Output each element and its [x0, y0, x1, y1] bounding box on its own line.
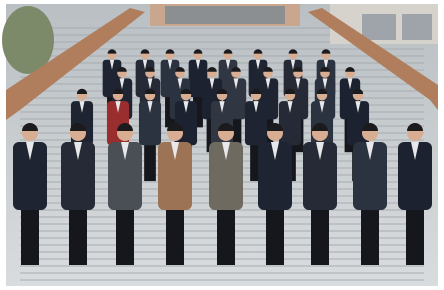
legs	[21, 203, 39, 265]
legs	[217, 203, 235, 265]
legs	[406, 203, 424, 265]
window	[402, 14, 432, 40]
legs	[311, 203, 329, 265]
legs	[116, 203, 134, 265]
legs	[266, 203, 284, 265]
photo	[0, 0, 444, 290]
building-windows	[165, 6, 285, 24]
legs	[166, 203, 184, 265]
window	[362, 14, 396, 40]
legs	[361, 203, 379, 265]
legs	[69, 203, 87, 265]
legs	[144, 141, 156, 181]
